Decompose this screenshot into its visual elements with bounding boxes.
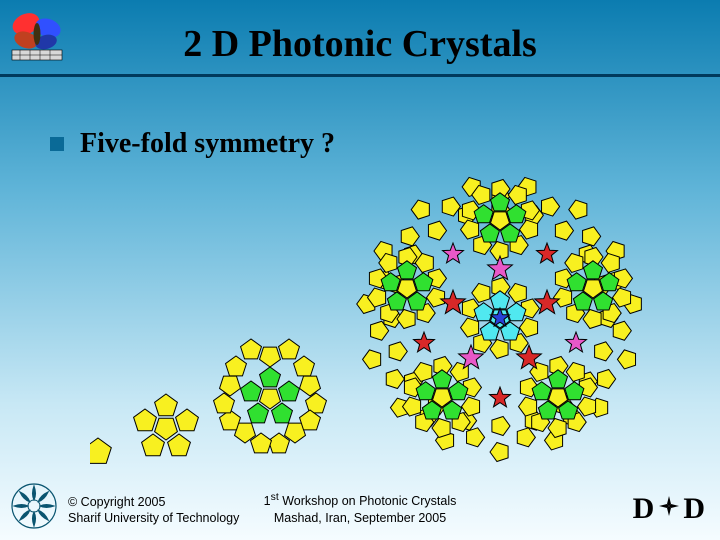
logo-br-right: D <box>683 492 706 526</box>
title-bar: 2 D Photonic Crystals <box>0 0 720 77</box>
copyright-line1: © Copyright 2005 <box>68 494 239 510</box>
penrose-diagram <box>90 168 690 478</box>
bullet-row: Five-fold symmetry ? <box>50 128 335 160</box>
bullet-marker <box>50 137 64 151</box>
logo-top-left <box>6 6 72 66</box>
logo-br-ornament <box>658 495 680 523</box>
workshop-line2: Mashad, Iran, September 2005 <box>264 510 457 526</box>
workshop-line1: 1st Workshop on Photonic Crystals <box>264 491 457 509</box>
workshop-block: 1st Workshop on Photonic Crystals Mashad… <box>264 491 457 526</box>
logo-bottom-right: D D <box>633 492 706 526</box>
logo-br-left: D <box>633 492 656 526</box>
copyright-block: © Copyright 2005 Sharif University of Te… <box>68 494 239 527</box>
copyright-line2: Sharif University of Technology <box>68 510 239 526</box>
slide-title: 2 D Photonic Crystals <box>0 22 720 66</box>
logo-bottom-left <box>10 482 58 530</box>
bullet-text: Five-fold symmetry ? <box>80 128 335 160</box>
